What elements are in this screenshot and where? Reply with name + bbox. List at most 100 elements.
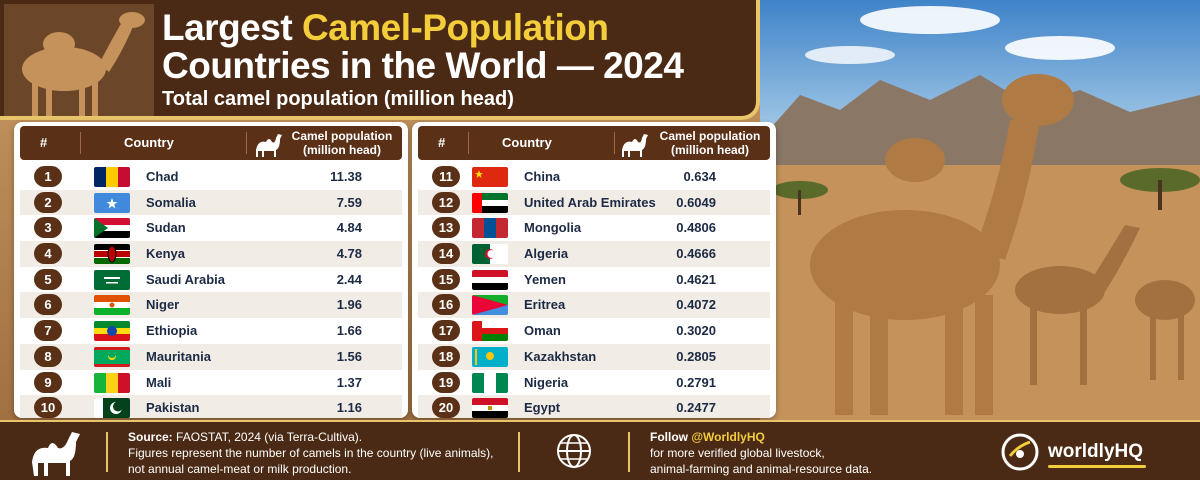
- col-country: Country: [124, 135, 174, 150]
- rank-badge: 13: [432, 217, 460, 239]
- kenya-flag-icon: [94, 244, 130, 265]
- col-population: Camel population (million head): [659, 129, 761, 157]
- country-name: Nigeria: [524, 374, 569, 390]
- uae-flag-icon: [472, 192, 508, 213]
- table-header: # Country Camel population (million head…: [418, 126, 770, 160]
- country-name: Algeria: [524, 246, 569, 262]
- rank-badge: 16: [432, 294, 460, 316]
- country-name: United Arab Emirates: [524, 194, 656, 210]
- country-name: Eritrea: [524, 297, 566, 313]
- country-name: Saudi Arabia: [146, 271, 225, 287]
- population-value: 0.6049: [676, 194, 716, 210]
- rank-badge: 9: [34, 371, 62, 393]
- population-value: 4.78: [336, 246, 362, 262]
- population-value: 1.37: [336, 374, 362, 390]
- ranking-table-right: # Country Camel population (million head…: [412, 122, 776, 418]
- rank-badge: 5: [34, 268, 62, 290]
- population-value: 4.84: [336, 220, 362, 236]
- population-value: 1.66: [336, 323, 362, 339]
- oman-flag-icon: [472, 321, 508, 342]
- country-name: Ethiopia: [146, 323, 198, 339]
- pakistan-flag-icon: [94, 398, 130, 418]
- title-highlight: Camel-Population: [301, 7, 609, 48]
- nigeria-flag-icon: [472, 372, 508, 393]
- population-value: 0.4806: [676, 220, 716, 236]
- camel-icon: [256, 134, 282, 157]
- country-name: Yemen: [524, 271, 566, 287]
- table-row: 15 Yemen 0.4621: [418, 267, 770, 293]
- worldlyhq-logo-icon: [1001, 433, 1039, 471]
- somalia-flag-icon: [94, 192, 130, 213]
- col-country: Country: [502, 135, 552, 150]
- globe-icon: [557, 434, 591, 468]
- saudi-arabia-flag-icon: [94, 269, 130, 290]
- divider: [80, 132, 81, 154]
- chad-flag-icon: [94, 167, 130, 187]
- rank-badge: 20: [432, 397, 460, 418]
- rank-badge: 1: [34, 166, 62, 187]
- brand-underline: [1048, 465, 1146, 468]
- camel-icon: [622, 134, 648, 157]
- algeria-flag-icon: [472, 244, 508, 265]
- divider: [614, 132, 615, 154]
- table-row: 19 Nigeria 0.2791: [418, 370, 770, 396]
- footer: Source: FAOSTAT, 2024 (via Terra-Cultiva…: [0, 420, 1200, 480]
- source-note: Source: FAOSTAT, 2024 (via Terra-Cultiva…: [128, 430, 494, 476]
- rank-badge: 6: [34, 294, 62, 316]
- population-value: 0.2791: [676, 374, 716, 390]
- header-banner: Largest Camel-Population Countries in th…: [0, 0, 760, 120]
- population-value: 0.634: [683, 169, 716, 184]
- population-value: 0.3020: [676, 323, 716, 339]
- table-header: # Country Camel population (million head…: [20, 126, 402, 160]
- divider: [518, 432, 520, 472]
- divider: [106, 432, 108, 472]
- population-value: 11.38: [330, 169, 362, 184]
- population-value: 7.59: [336, 194, 362, 210]
- follow-handle[interactable]: @WorldlyHQ: [691, 430, 765, 444]
- col-rank: #: [40, 135, 48, 150]
- divider: [468, 132, 469, 154]
- brand-logo[interactable]: worldlyHQ: [1000, 432, 1190, 474]
- table-row: 7 Ethiopia 1.66: [20, 318, 402, 344]
- table-row: 5 Saudi Arabia 2.44: [20, 267, 402, 293]
- table-row: 14 Algeria 0.4666: [418, 241, 770, 267]
- table-row: 1 Chad 11.38: [20, 164, 402, 190]
- camel-icon: [4, 4, 154, 116]
- table-row: 8 Mauritania 1.56: [20, 343, 402, 370]
- col-rank: #: [438, 135, 446, 150]
- country-name: Oman: [524, 323, 561, 339]
- population-value: 1.96: [336, 297, 362, 313]
- population-value: 1.16: [336, 400, 362, 416]
- country-name: Kazakhstan: [524, 348, 597, 364]
- kazakhstan-flag-icon: [472, 346, 508, 367]
- population-value: 0.4072: [676, 297, 716, 313]
- table-row: 18 Kazakhstan 0.2805: [418, 343, 770, 370]
- table-row: 13 Mongolia 0.4806: [418, 215, 770, 241]
- country-name: Pakistan: [146, 400, 200, 416]
- follow-note: Follow @WorldlyHQ for more verified glob…: [650, 430, 873, 476]
- population-value: 1.56: [336, 348, 362, 364]
- rank-badge: 15: [432, 268, 460, 290]
- table-row: 12 United Arab Emirates 0.6049: [418, 189, 770, 216]
- camel-icon: [32, 432, 80, 476]
- mongolia-flag-icon: [472, 218, 508, 239]
- ranking-table-left: # Country Camel population (million head…: [14, 122, 408, 418]
- divider: [628, 432, 630, 472]
- niger-flag-icon: [94, 295, 130, 316]
- population-value: 0.4621: [676, 271, 716, 287]
- rows-right: 11 China 0.634 12 United Arab Emirates 0.6049…: [418, 164, 770, 418]
- population-value: 0.4666: [676, 246, 716, 262]
- col-population: Camel population (million head): [291, 129, 393, 157]
- rank-badge: 19: [432, 371, 460, 393]
- population-value: 2.44: [336, 271, 362, 287]
- rank-badge: 3: [34, 217, 62, 239]
- brand-name: worldlyHQ: [1048, 441, 1144, 462]
- sudan-flag-icon: [94, 218, 130, 239]
- country-name: Kenya: [146, 246, 186, 262]
- rank-badge: 8: [34, 345, 62, 367]
- country-name: China: [524, 169, 561, 184]
- country-name: Somalia: [146, 194, 196, 210]
- mauritania-flag-icon: [94, 346, 130, 367]
- table-row: 11 China 0.634: [418, 164, 770, 190]
- population-value: 0.2805: [676, 348, 716, 364]
